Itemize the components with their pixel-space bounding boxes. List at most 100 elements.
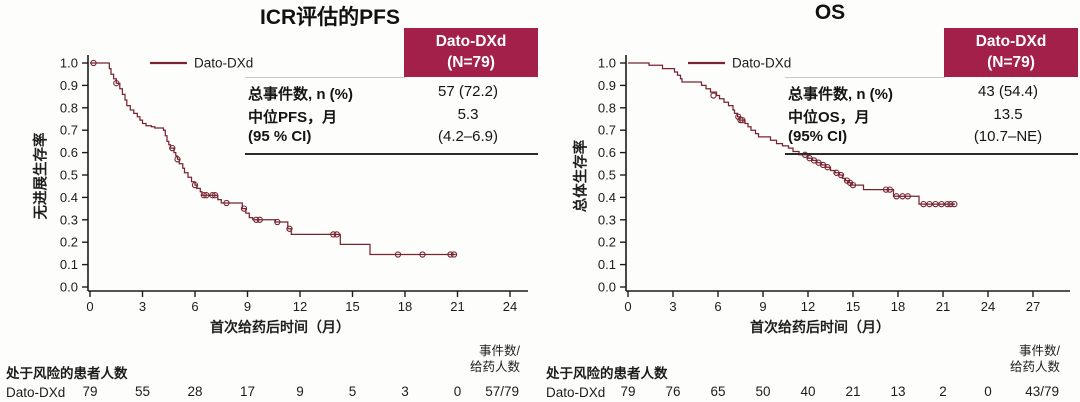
x-tick-label: 24 xyxy=(981,299,995,314)
censor-mark xyxy=(886,186,893,193)
censor-mark xyxy=(90,59,97,67)
at-risk-count: 28 xyxy=(187,384,202,399)
x-tick-label: 0 xyxy=(624,299,631,314)
stat-value-ci: (10.7–NE) xyxy=(973,128,1043,145)
x-tick-label: 9 xyxy=(244,299,251,314)
censor-mark xyxy=(200,192,207,199)
stat-value-ci: (4.2–6.9) xyxy=(437,128,499,145)
events-header-line1: 事件数/ xyxy=(479,344,520,358)
stat-label-events: 总事件数, n (%) xyxy=(788,86,893,103)
at-risk-count: 5 xyxy=(349,384,357,399)
censor-mark xyxy=(333,231,340,238)
censor-mark xyxy=(947,200,954,208)
treatment-n: (N=79) xyxy=(447,53,495,71)
censor-mark xyxy=(253,216,260,223)
censor-mark xyxy=(824,164,831,171)
pfs-x-axis-title: 首次给药后时间（月） xyxy=(210,319,350,335)
events-header-line2: 给药人数 xyxy=(1009,359,1060,374)
y-tick-label: 0.8 xyxy=(598,100,616,115)
censor-mark xyxy=(274,218,281,226)
x-tick-label: 12 xyxy=(801,299,815,314)
y-tick-label: 0.4 xyxy=(598,190,616,205)
stat-value-events: 43 (54.4) xyxy=(977,83,1039,100)
censor-mark xyxy=(944,200,951,208)
censor-mark xyxy=(920,200,927,208)
x-tick-label: 21 xyxy=(936,299,950,314)
x-tick-label: 21 xyxy=(450,299,464,314)
censor-mark xyxy=(450,251,458,258)
at-risk-count: 9 xyxy=(296,384,304,399)
at-risk-count: 65 xyxy=(710,384,725,399)
at-risk-count: 13 xyxy=(890,384,905,399)
censor-mark xyxy=(240,205,248,212)
y-tick-label: 0.8 xyxy=(60,100,78,115)
stat-label-median: 中位OS，月 xyxy=(788,109,870,126)
y-tick-label: 1.0 xyxy=(60,56,78,71)
y-tick-label: 1.0 xyxy=(598,56,616,71)
panel-pfs: 0.0 0.1 0.2 0.3 0.4 0.5 0.6 0.7 0.8 0.9 1.0 0 3 6 9 12 1… xyxy=(6,6,538,400)
at-risk-count: 79 xyxy=(82,384,97,399)
stat-label-median: 中位PFS，月 xyxy=(248,109,338,126)
stats-table-top-rule xyxy=(245,77,405,78)
y-tick-label: 0.6 xyxy=(598,145,616,160)
at-risk-count: 55 xyxy=(135,384,150,399)
events-header-line2: 给药人数 xyxy=(469,359,520,374)
y-tick-label: 0.7 xyxy=(598,123,616,138)
stat-label-events: 总事件数, n (%) xyxy=(248,86,353,103)
stat-value-median: 5.3 xyxy=(457,106,479,123)
at-risk-title: 处于风险的患者人数 xyxy=(6,366,128,381)
x-tick-label: 0 xyxy=(86,299,93,314)
censor-mark xyxy=(739,116,746,124)
pfs-chart-title: ICR评估的PFS xyxy=(259,6,401,29)
os-y-axis-title: 总体生存率 xyxy=(573,139,590,213)
stat-label-ci: (95% CI) xyxy=(788,128,848,145)
at-risk-series-label: Dato-DXd xyxy=(546,385,606,400)
censor-mark xyxy=(447,251,454,258)
stats-table-bottom-rule xyxy=(785,153,1078,155)
stats-table-bottom-rule xyxy=(245,153,538,155)
at-risk-count: 2 xyxy=(939,384,947,399)
y-tick-label: 0.4 xyxy=(60,190,78,205)
x-tick-label: 18 xyxy=(398,299,412,314)
at-risk-count: 17 xyxy=(240,384,255,399)
censor-mark xyxy=(209,192,216,199)
x-tick-label: 3 xyxy=(669,299,676,314)
events-per-dosed-ratio: 43/79 xyxy=(1025,384,1059,399)
km-curve xyxy=(90,62,456,256)
y-tick-label: 0.6 xyxy=(60,145,78,160)
censor-mark xyxy=(419,251,426,258)
censor-mark xyxy=(330,231,337,238)
stat-value-events: 57 (72.2) xyxy=(437,83,499,100)
at-risk-title: 处于风险的患者人数 xyxy=(546,366,668,381)
x-tick-label: 15 xyxy=(846,299,860,314)
y-tick-label: 0.5 xyxy=(60,168,78,183)
y-tick-label: 0.0 xyxy=(598,280,616,295)
censor-mark xyxy=(926,200,933,208)
censor-mark xyxy=(174,156,181,163)
x-tick-label: 12 xyxy=(293,299,307,314)
events-header-line1: 事件数/ xyxy=(1019,344,1060,358)
stat-label-ci: (95 % CI) xyxy=(248,128,312,145)
y-tick-label: 0.3 xyxy=(598,212,616,227)
y-tick-label: 0.2 xyxy=(598,235,616,250)
legend-label: Dato-DXd xyxy=(194,56,253,71)
legend-label: Dato-DXd xyxy=(732,56,791,71)
censor-mark xyxy=(893,193,900,200)
x-tick-label: 6 xyxy=(714,299,721,314)
censor-mark xyxy=(837,171,845,179)
censor-mark xyxy=(882,186,890,193)
events-per-dosed-ratio: 57/79 xyxy=(485,384,519,399)
events-per-dosed-header: 事件数/ 给药人数 xyxy=(1010,344,1060,375)
treatment-n: (N=79) xyxy=(987,53,1035,71)
os-plot: 0.0 0.1 0.2 0.3 0.4 0.5 0.6 0.7 0.8 0.9 1.0 0 3 6 9 12 1… xyxy=(598,55,1070,399)
pfs-y-axis-title: 无进展生存率 xyxy=(33,132,50,220)
y-tick-label: 0.7 xyxy=(60,123,78,138)
at-risk-count: 40 xyxy=(800,384,815,399)
censor-mark xyxy=(932,200,939,208)
censor-mark xyxy=(904,193,911,200)
at-risk-count: 21 xyxy=(845,384,860,399)
y-tick-label: 0.9 xyxy=(598,78,616,93)
x-tick-label: 27 xyxy=(1026,299,1040,314)
at-risk-count: 50 xyxy=(755,384,770,399)
censor-mark xyxy=(286,225,293,232)
